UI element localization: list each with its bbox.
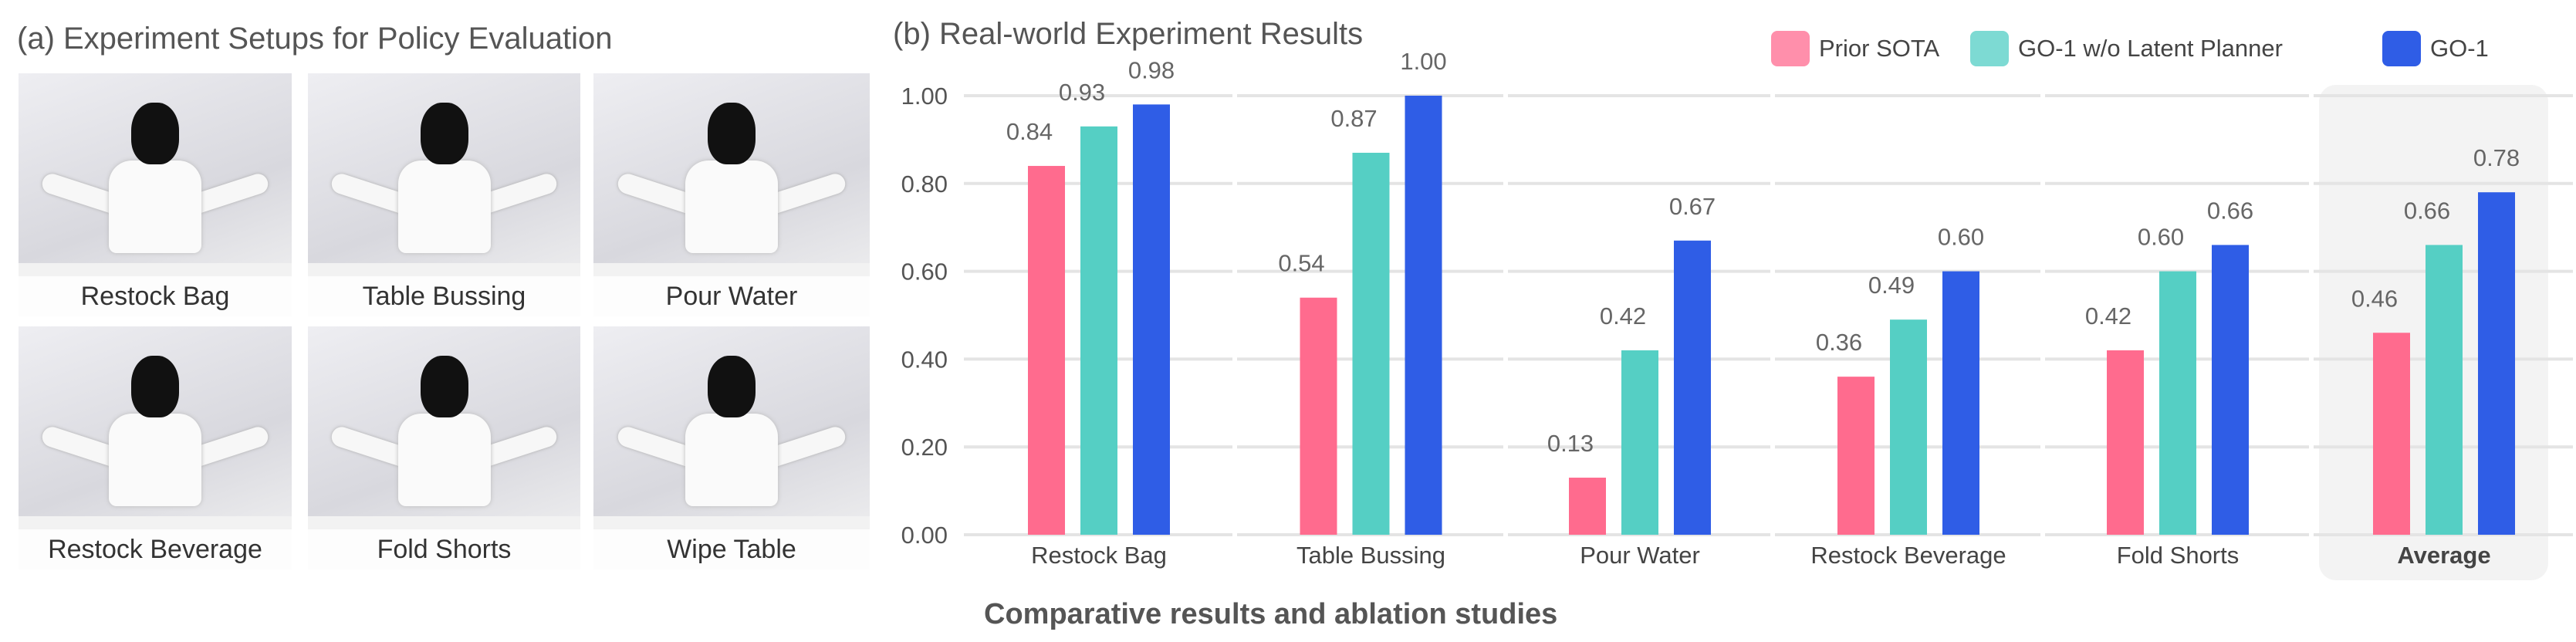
bar <box>1890 319 1927 535</box>
legend-label: Prior SOTA <box>1819 35 1940 62</box>
legend-label: GO-1 w/o Latent Planner <box>2018 35 2283 62</box>
data-label: 1.00 <box>1400 48 1446 75</box>
legend-swatch <box>1771 31 1810 66</box>
bar <box>1837 377 1875 535</box>
robot-torso <box>109 414 201 507</box>
bar <box>2159 271 2196 535</box>
photo-label: Restock Beverage <box>19 529 292 569</box>
data-label: 0.84 <box>1006 118 1053 145</box>
bar <box>2478 192 2515 535</box>
data-label: 0.67 <box>1669 193 1716 220</box>
legend-go1-wo-latent-planner: GO-1 w/o Latent Planner <box>1970 31 2283 66</box>
data-label: 0.46 <box>2351 285 2398 312</box>
data-label: 0.42 <box>2085 302 2131 329</box>
experiment-photo: Restock Bag <box>19 73 292 316</box>
data-label: 0.87 <box>1330 105 1377 132</box>
experiment-photo: Pour Water <box>593 73 870 316</box>
photo-label: Restock Bag <box>19 276 292 316</box>
data-label: 0.78 <box>2473 144 2520 171</box>
robot-head <box>708 102 756 164</box>
legend-go1: GO-1 <box>2382 31 2489 66</box>
legend-swatch <box>2382 31 2421 66</box>
robot-head <box>131 355 179 417</box>
figure-caption: Comparative results and ablation studies <box>984 598 1558 630</box>
bar <box>1300 297 1337 535</box>
bar <box>1080 126 1117 535</box>
photo-label: Pour Water <box>593 276 870 316</box>
legend-label: GO-1 <box>2430 35 2489 62</box>
bar <box>2426 245 2463 535</box>
bar <box>2212 245 2249 535</box>
legend-prior-sota: Prior SOTA <box>1771 31 1939 66</box>
data-label: 0.60 <box>2138 224 2184 251</box>
x-tick-label: Fold Shorts <box>2117 542 2240 569</box>
data-label: 0.66 <box>2404 197 2450 224</box>
robot-torso <box>397 414 491 507</box>
bar <box>1621 350 1658 535</box>
data-label: 0.13 <box>1547 430 1594 457</box>
bar <box>2107 350 2144 535</box>
experiment-photo: Wipe Table <box>593 326 870 569</box>
data-label: 0.98 <box>1128 56 1175 83</box>
robot-head <box>131 102 179 164</box>
x-tick-label: Restock Beverage <box>1810 542 2006 569</box>
robot-head <box>420 355 468 417</box>
photo-label: Table Bussing <box>308 276 580 316</box>
x-tick-label: Pour Water <box>1580 542 1700 569</box>
y-tick-label: 0.00 <box>901 522 948 549</box>
data-label: 0.66 <box>2207 197 2253 224</box>
experiment-photo: Table Bussing <box>308 73 580 316</box>
data-label: 0.49 <box>1868 272 1915 299</box>
bar <box>1405 96 1442 535</box>
robot-torso <box>397 160 491 254</box>
bar <box>1028 166 1065 536</box>
y-tick-label: 0.60 <box>901 258 948 286</box>
bar <box>1942 271 1979 535</box>
data-label: 0.60 <box>1938 224 1984 251</box>
experiment-photo: Restock Beverage <box>19 326 292 569</box>
y-tick-label: 0.40 <box>901 346 948 373</box>
x-tick-label: Restock Bag <box>1031 542 1167 569</box>
bar <box>1569 478 1606 535</box>
x-tick-label: Table Bussing <box>1296 542 1445 569</box>
data-label: 0.42 <box>1600 302 1646 329</box>
data-label: 0.36 <box>1816 329 1862 356</box>
data-label: 0.54 <box>1278 250 1324 277</box>
robot-torso <box>685 414 778 507</box>
y-tick-label: 0.20 <box>901 434 948 461</box>
x-tick-label: Average <box>2397 542 2490 569</box>
photo-label: Fold Shorts <box>308 529 580 569</box>
robot-torso <box>685 160 778 254</box>
photo-label: Wipe Table <box>593 529 870 569</box>
y-tick-label: 0.80 <box>901 171 948 198</box>
bar <box>1352 152 1390 535</box>
robot-head <box>708 355 756 417</box>
robot-head <box>420 102 468 164</box>
experiment-photo: Fold Shorts <box>308 326 580 569</box>
bar <box>2373 333 2410 535</box>
y-tick-label: 1.00 <box>901 83 948 110</box>
bar <box>1674 240 1711 535</box>
legend-swatch <box>1970 31 2009 66</box>
panel-a-title: (a) Experiment Setups for Policy Evaluat… <box>17 22 613 56</box>
data-label: 0.93 <box>1059 79 1105 106</box>
robot-torso <box>109 160 201 254</box>
chart-title: (b) Real-world Experiment Results <box>893 17 1364 51</box>
bar <box>1133 104 1170 535</box>
